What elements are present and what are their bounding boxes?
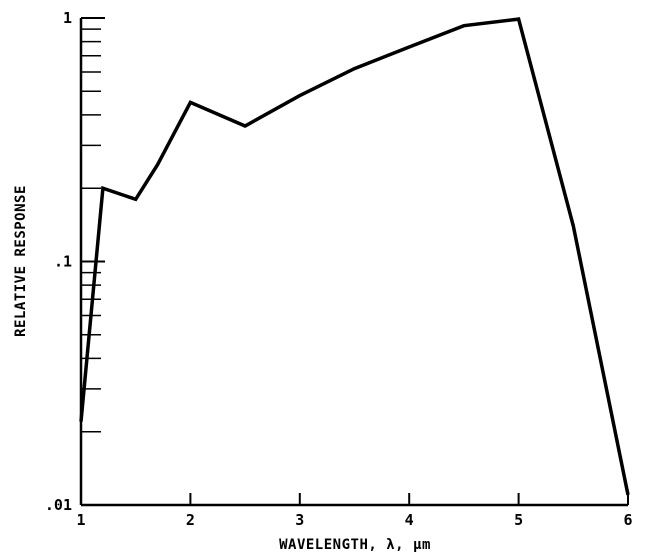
- y-tick-label: .1: [54, 253, 72, 271]
- series-group: [79, 17, 630, 496]
- y-axis-title: RELATIVE RESPONSE: [13, 185, 29, 337]
- x-tick-label: 6: [623, 511, 632, 529]
- y-ticks: .01 .1 1: [45, 9, 105, 514]
- x-axis-title: WAVELENGTH, λ, μm: [279, 537, 431, 553]
- axes: [79, 18, 628, 507]
- x-tick-label: 2: [186, 511, 195, 529]
- series-line: [79, 17, 630, 496]
- y-tick-label: 1: [63, 9, 72, 27]
- x-tick-label: 5: [514, 511, 523, 529]
- y-tick-label: .01: [45, 496, 72, 514]
- x-tick-label: 3: [295, 511, 304, 529]
- x-tick-label: 4: [405, 511, 414, 529]
- x-tick-label: 1: [76, 511, 85, 529]
- x-ticks: 1 2 3 4 5 6: [76, 493, 633, 529]
